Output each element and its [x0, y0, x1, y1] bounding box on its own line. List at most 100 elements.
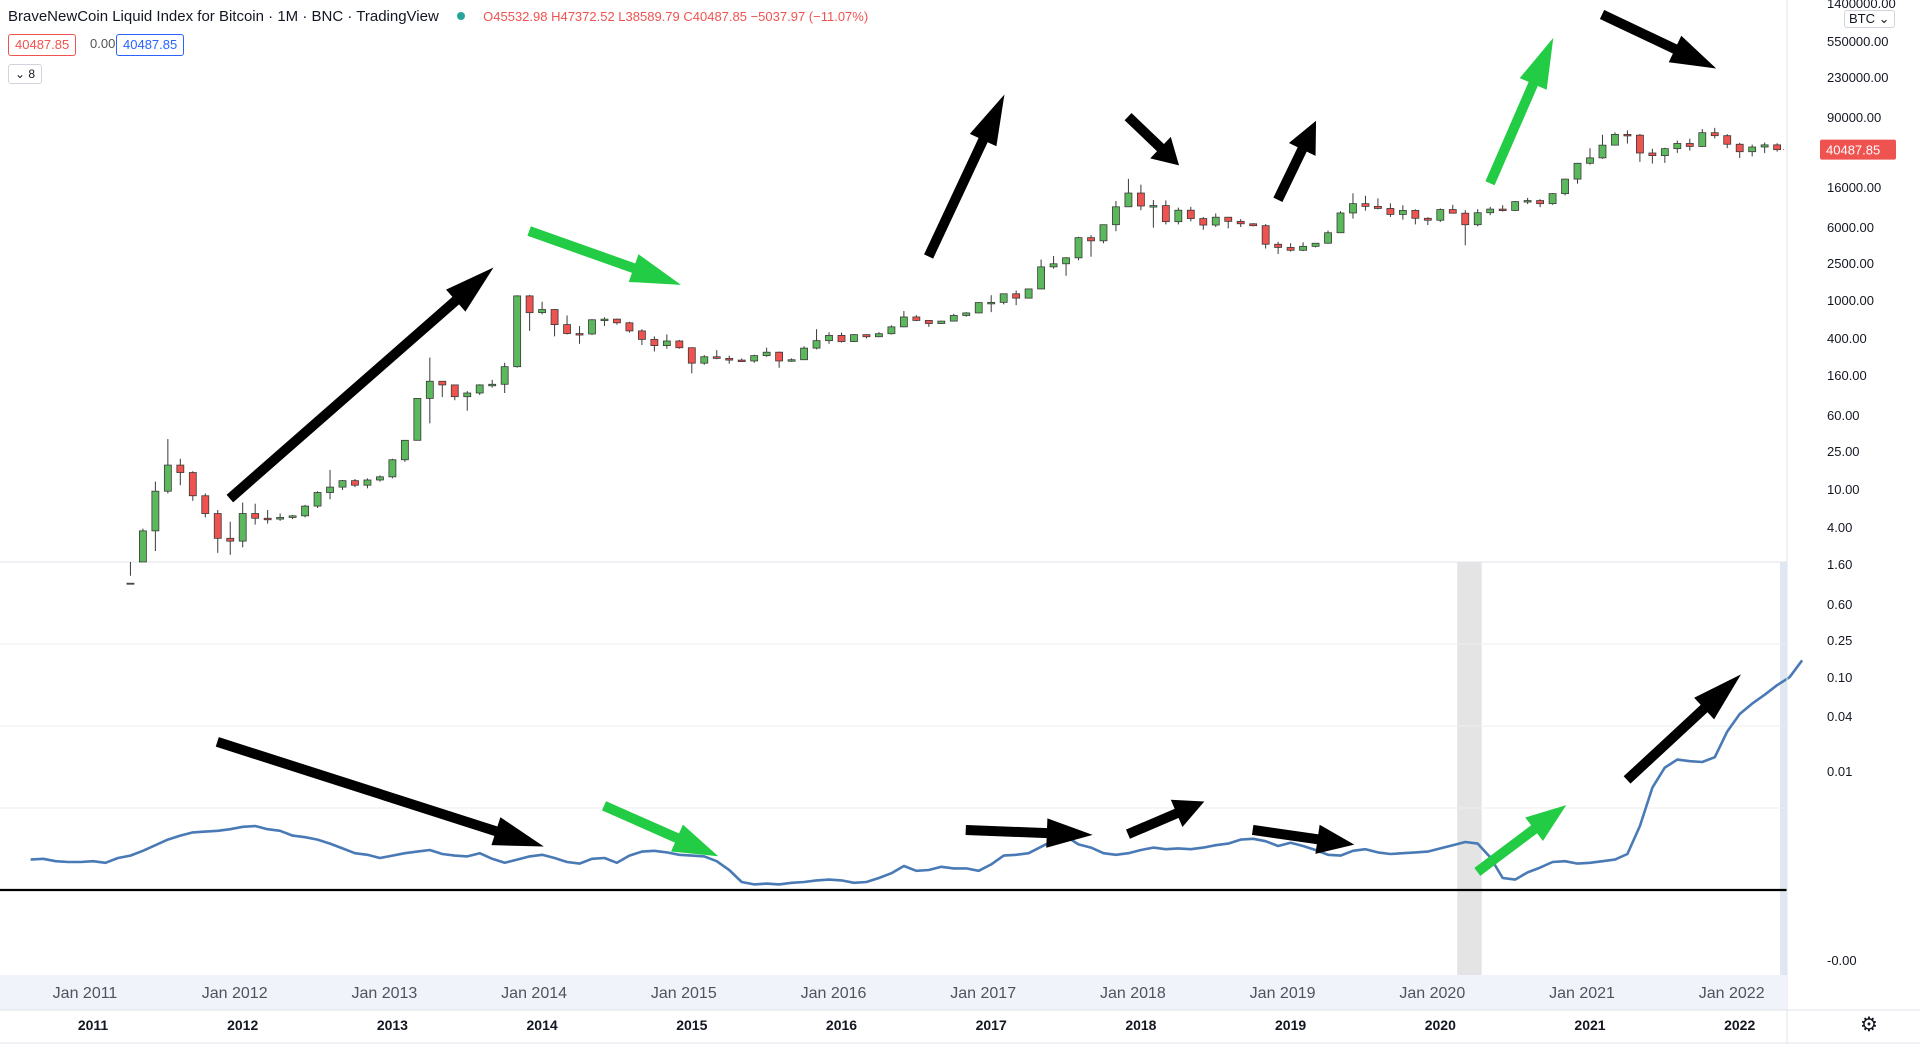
- candle[interactable]: [176, 458, 185, 486]
- symbol-title[interactable]: BraveNewCoin Liquid Index for Bitcoin: [8, 8, 264, 25]
- candle[interactable]: [1411, 209, 1420, 225]
- candle[interactable]: [1473, 209, 1482, 227]
- candle[interactable]: [700, 355, 709, 365]
- candle[interactable]: [588, 319, 596, 335]
- candle[interactable]: [1224, 216, 1233, 229]
- candle[interactable]: [1398, 205, 1407, 220]
- interval-label[interactable]: 1M: [277, 8, 299, 25]
- candle[interactable]: [1611, 132, 1619, 146]
- candle[interactable]: [1161, 200, 1170, 225]
- candle[interactable]: [1012, 290, 1021, 306]
- candle[interactable]: [1286, 243, 1295, 252]
- annotation-arrow[interactable]: [213, 729, 546, 860]
- candle[interactable]: [1486, 206, 1495, 216]
- currency-selector[interactable]: BTC ⌄: [1844, 10, 1895, 28]
- candle[interactable]: [1561, 178, 1569, 196]
- candle[interactable]: [251, 503, 260, 525]
- candle[interactable]: [825, 332, 833, 344]
- candle[interactable]: [800, 346, 808, 361]
- candle[interactable]: [650, 336, 659, 352]
- candle[interactable]: [1523, 197, 1532, 205]
- candle[interactable]: [163, 439, 172, 494]
- candle[interactable]: [1336, 211, 1345, 234]
- candle[interactable]: [475, 384, 484, 396]
- candle[interactable]: [775, 351, 784, 368]
- candle[interactable]: [962, 312, 971, 317]
- candle[interactable]: [1423, 217, 1432, 226]
- candle[interactable]: [1174, 207, 1183, 225]
- candle[interactable]: [1037, 259, 1045, 290]
- candle[interactable]: [151, 481, 160, 551]
- candle[interactable]: [538, 301, 546, 315]
- candle[interactable]: [463, 391, 472, 411]
- candle[interactable]: [488, 379, 497, 388]
- candle[interactable]: [912, 315, 921, 322]
- candle[interactable]: [226, 521, 235, 555]
- candle[interactable]: [1498, 205, 1507, 212]
- candle[interactable]: [687, 347, 696, 374]
- candle[interactable]: [1299, 242, 1307, 252]
- candle[interactable]: [351, 479, 359, 488]
- candle[interactable]: [326, 469, 334, 500]
- time-axis-band[interactable]: [0, 975, 1787, 1010]
- candle[interactable]: [1685, 138, 1694, 151]
- candle[interactable]: [438, 380, 447, 398]
- candle[interactable]: [1149, 200, 1158, 228]
- candle[interactable]: [1735, 142, 1744, 159]
- candle[interactable]: [999, 293, 1008, 305]
- candle[interactable]: [924, 320, 933, 327]
- candle[interactable]: [1511, 201, 1520, 212]
- candle[interactable]: [376, 475, 384, 482]
- candle[interactable]: [1374, 198, 1382, 210]
- candle[interactable]: [1698, 129, 1707, 147]
- candle[interactable]: [638, 329, 646, 345]
- candle[interactable]: [725, 355, 734, 364]
- candle[interactable]: [862, 334, 871, 339]
- annotation-arrow[interactable]: [1477, 34, 1565, 188]
- candle[interactable]: [1074, 236, 1083, 261]
- candle[interactable]: [1024, 288, 1033, 299]
- candle[interactable]: [1598, 134, 1607, 159]
- candle[interactable]: [1062, 257, 1070, 276]
- candle[interactable]: [276, 513, 285, 521]
- candle[interactable]: [712, 350, 721, 360]
- candle[interactable]: [1673, 140, 1682, 153]
- candle[interactable]: [1723, 134, 1732, 149]
- candle[interactable]: [987, 295, 996, 313]
- candle[interactable]: [974, 302, 983, 314]
- candle[interactable]: [525, 294, 534, 331]
- candle[interactable]: [1636, 133, 1644, 162]
- annotation-arrow[interactable]: [1266, 116, 1329, 206]
- candle[interactable]: [887, 325, 896, 335]
- candle[interactable]: [1436, 208, 1445, 222]
- candle[interactable]: [1361, 195, 1370, 211]
- candle[interactable]: [563, 315, 571, 335]
- candle[interactable]: [201, 493, 210, 518]
- annotation-arrow[interactable]: [1123, 789, 1209, 847]
- candle[interactable]: [1137, 184, 1145, 211]
- candle[interactable]: [338, 479, 347, 490]
- annotation-arrow[interactable]: [525, 218, 684, 297]
- annotation-arrow[interactable]: [1119, 107, 1188, 175]
- annotation-arrow[interactable]: [1469, 795, 1573, 883]
- candle[interactable]: [1760, 142, 1769, 154]
- indicators-toggle[interactable]: ⌄ 8: [8, 64, 43, 84]
- candle[interactable]: [413, 398, 422, 441]
- candle[interactable]: [1099, 224, 1108, 244]
- candle[interactable]: [762, 347, 771, 357]
- candle[interactable]: [575, 326, 584, 344]
- candle[interactable]: [837, 332, 846, 343]
- candle[interactable]: [625, 321, 634, 333]
- candle[interactable]: [550, 309, 559, 337]
- candle[interactable]: [1186, 206, 1195, 222]
- candle[interactable]: [1274, 241, 1283, 255]
- candle[interactable]: [675, 339, 684, 349]
- candle[interactable]: [500, 362, 509, 394]
- candle[interactable]: [1573, 162, 1582, 184]
- candle[interactable]: [450, 384, 459, 401]
- annotation-arrow[interactable]: [1251, 816, 1355, 858]
- candle[interactable]: [1773, 143, 1782, 152]
- sell-price-pill[interactable]: 40487.85: [8, 34, 77, 56]
- candle[interactable]: [737, 358, 746, 362]
- candle[interactable]: [1461, 210, 1470, 246]
